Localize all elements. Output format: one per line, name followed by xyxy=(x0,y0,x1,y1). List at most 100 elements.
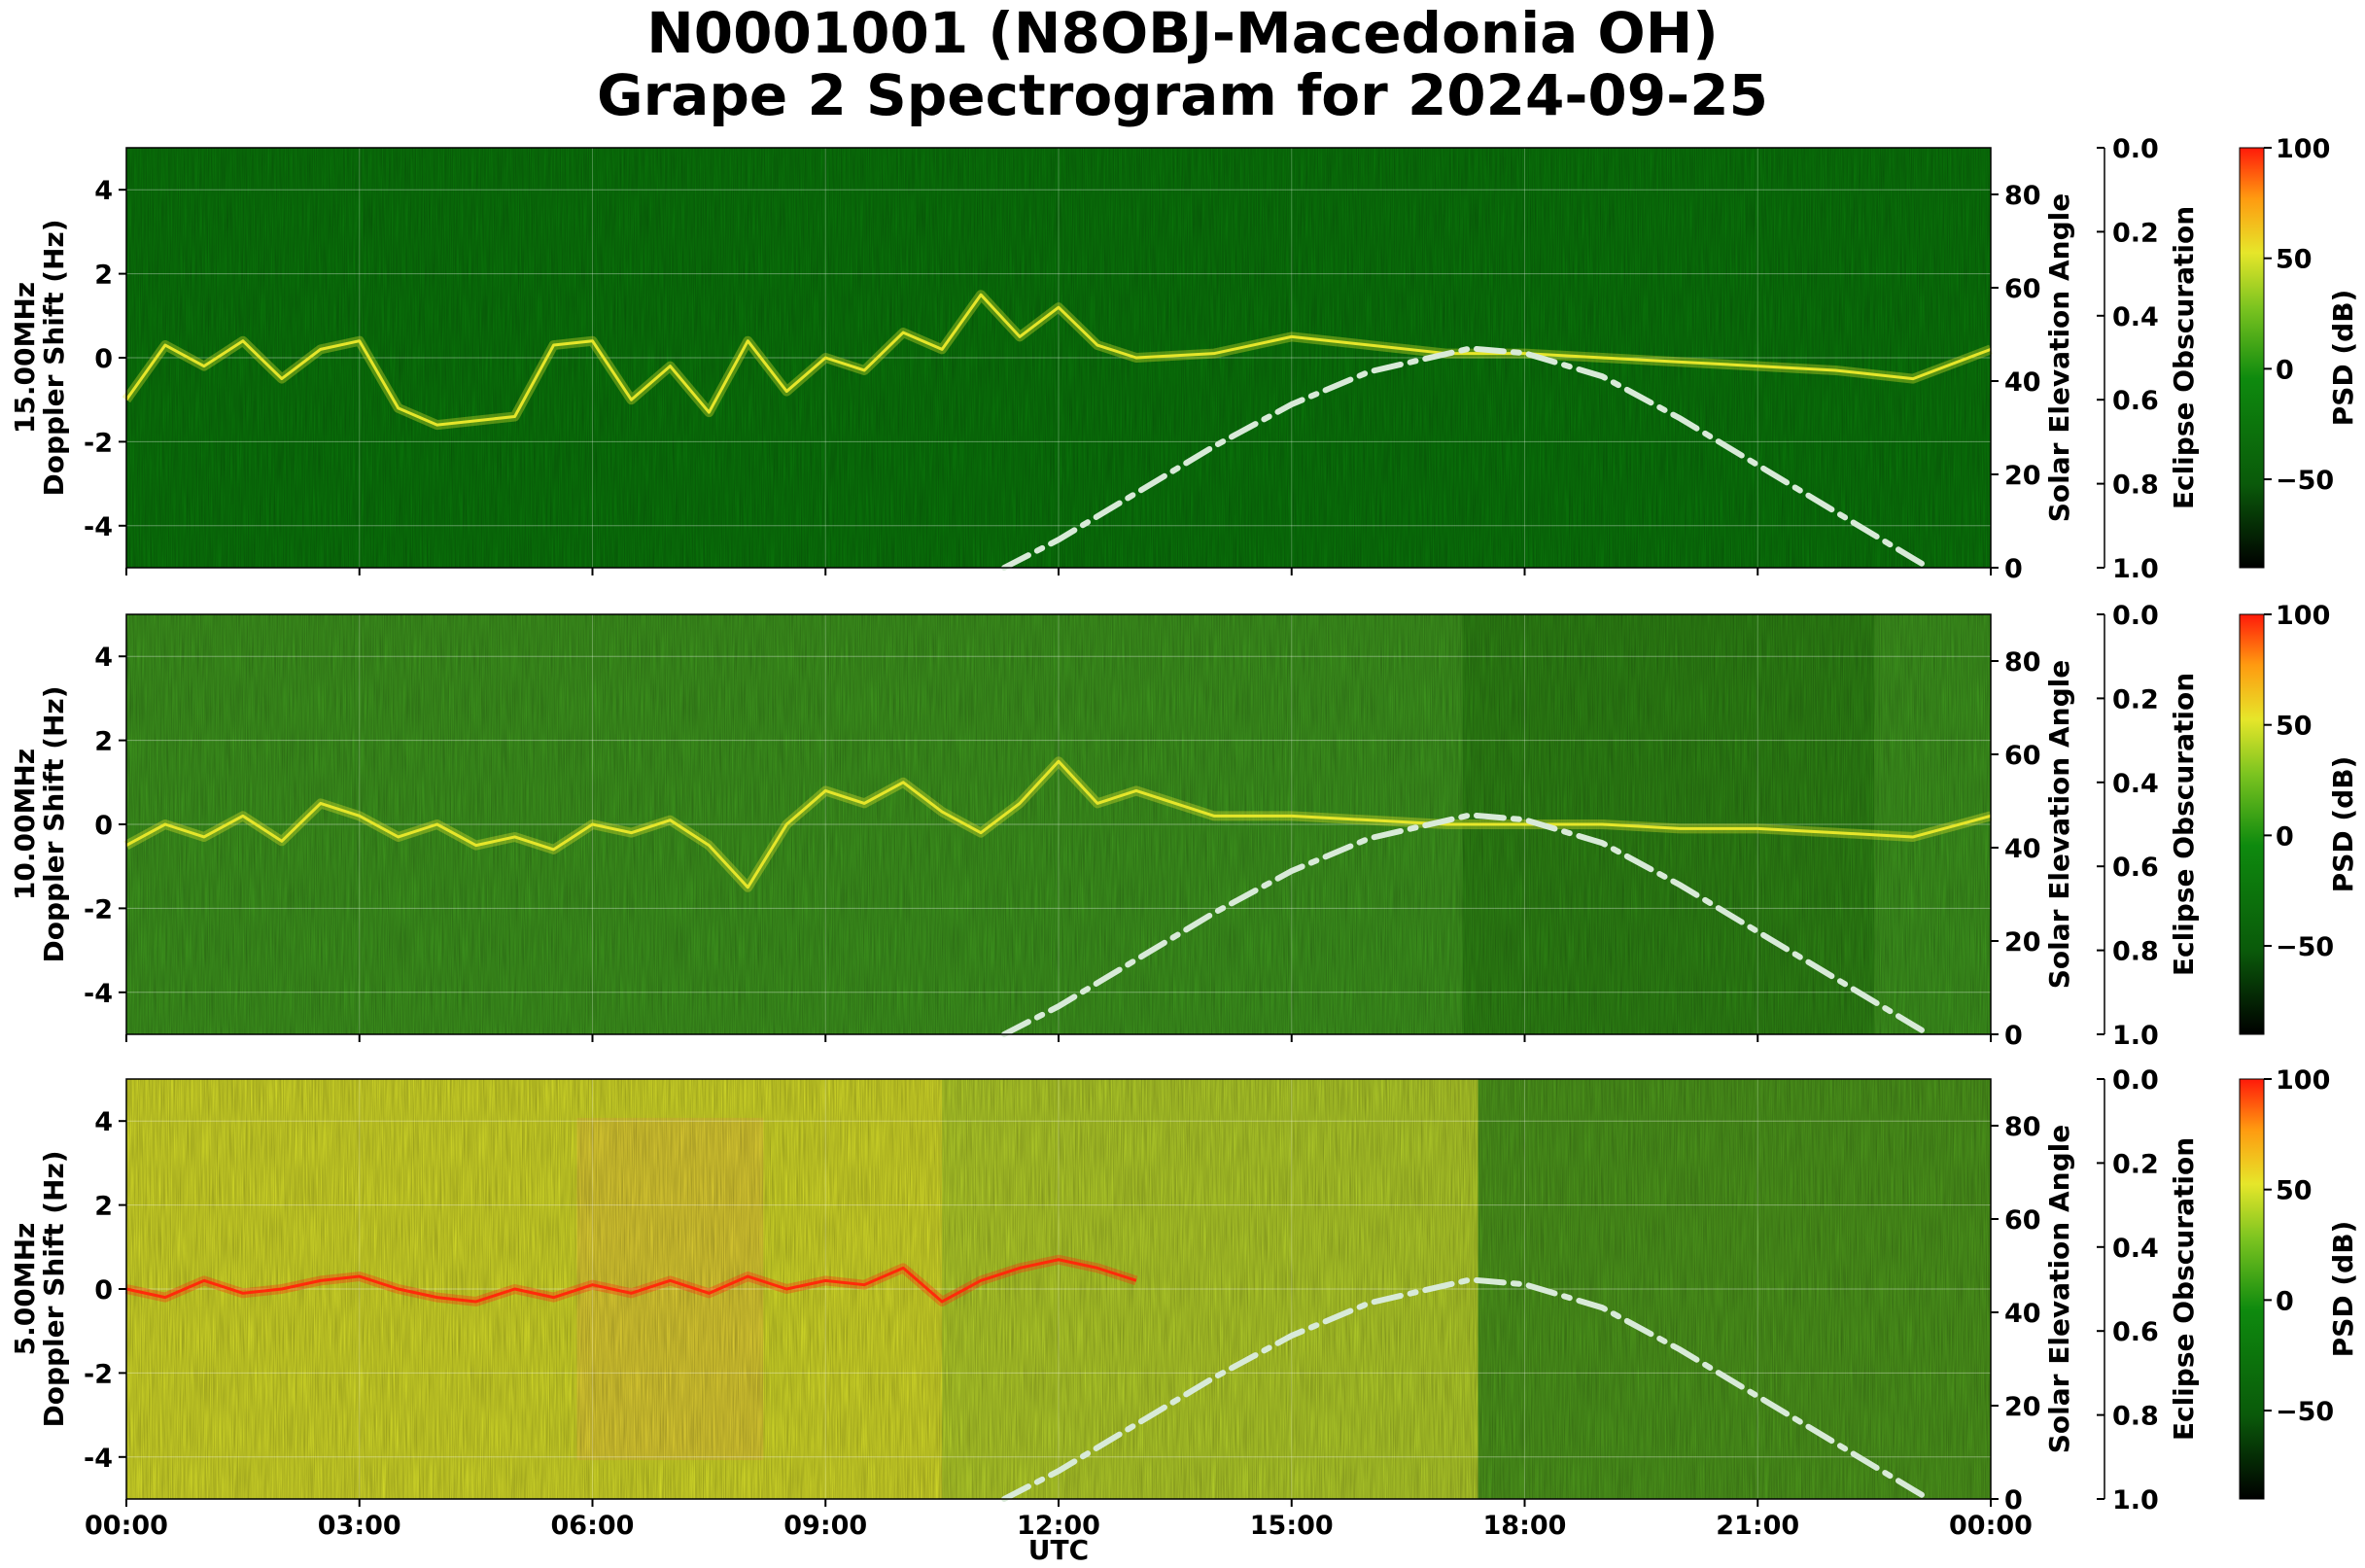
x-tick-label: 18:00 xyxy=(1483,1511,1567,1541)
y-tick-label: 0 xyxy=(94,344,113,374)
solar-tick-label: 60 xyxy=(2004,274,2041,304)
y-axis-label: Doppler Shift (Hz) xyxy=(38,1150,70,1427)
colorbar-tick-label: 0 xyxy=(2276,821,2294,852)
y-tick-label: 4 xyxy=(94,176,113,206)
solar-tick-label: 80 xyxy=(2004,181,2041,211)
eclipse-tick-label: 0.2 xyxy=(2112,218,2159,248)
eclipse-tick-label: 1.0 xyxy=(2112,1021,2159,1051)
eclipse-tick-label: 0.4 xyxy=(2112,769,2159,799)
solar-tick-label: 0 xyxy=(2004,1485,2023,1516)
solar-tick-label: 80 xyxy=(2004,1112,2041,1142)
solar-tick-label: 60 xyxy=(2004,741,2041,771)
colorbar-label: PSD (dB) xyxy=(2327,290,2359,427)
solar-axis-label: Solar Elevation Angle xyxy=(2043,193,2075,522)
eclipse-tick-label: 0.8 xyxy=(2112,937,2159,967)
y-axis-label: Doppler Shift (Hz) xyxy=(38,219,70,496)
y-tick-label: -2 xyxy=(84,1359,113,1389)
colorbar-tick-label: 100 xyxy=(2276,601,2330,631)
eclipse-tick-label: 0.2 xyxy=(2112,1149,2159,1179)
y-tick-label: -2 xyxy=(84,428,113,458)
y-axis-label-frequency: 15.00MHz xyxy=(9,282,41,434)
spectrogram-noise xyxy=(126,148,1991,568)
eclipse-axis-label: Eclipse Obscuration xyxy=(2168,673,2200,976)
eclipse-tick-label: 0.0 xyxy=(2112,601,2159,631)
solar-tick-label: 40 xyxy=(2004,834,2041,864)
colorbar xyxy=(2239,147,2265,569)
doppler-trace xyxy=(125,1258,1137,1304)
eclipse-tick-label: 0.8 xyxy=(2112,1402,2159,1432)
x-axis-label: UTC xyxy=(1028,1534,1089,1566)
x-tick-label: 06:00 xyxy=(551,1511,635,1541)
x-tick-label: 15:00 xyxy=(1250,1511,1334,1541)
y-tick-label: 4 xyxy=(94,1107,113,1137)
eclipse-axis-label: Eclipse Obscuration xyxy=(2168,1137,2200,1441)
y-tick-label: 2 xyxy=(94,727,113,757)
eclipse-axis-label: Eclipse Obscuration xyxy=(2168,206,2200,509)
solar-axis-label: Solar Elevation Angle xyxy=(2043,660,2075,989)
eclipse-tick-label: 0.6 xyxy=(2112,1317,2159,1347)
solar-tick-label: 40 xyxy=(2004,367,2041,398)
solar-tick-label: 20 xyxy=(2004,461,2041,491)
colorbar-tick-label: 100 xyxy=(2276,134,2330,164)
colorbar-tick-label: 0 xyxy=(2276,355,2294,385)
eclipse-tick-label: 0.4 xyxy=(2112,302,2159,332)
solar-tick-label: 20 xyxy=(2004,1392,2041,1422)
solar-tick-label: 40 xyxy=(2004,1299,2041,1329)
colorbar-tick-label: 50 xyxy=(2276,712,2313,742)
colorbar-tick-label: 50 xyxy=(2276,245,2313,275)
y-tick-label: 0 xyxy=(94,811,113,841)
y-tick-label: -2 xyxy=(84,894,113,924)
solar-tick-label: 80 xyxy=(2004,647,2041,678)
solar-tick-label: 0 xyxy=(2004,554,2023,584)
y-tick-label: 4 xyxy=(94,643,113,673)
y-axis-label-frequency: 5.00MHz xyxy=(9,1223,41,1356)
x-tick-label: 03:00 xyxy=(318,1511,401,1541)
y-axis-label: Doppler Shift (Hz) xyxy=(38,685,70,962)
figure-title-line1: N0001001 (N8OBJ-Macedonia OH) xyxy=(646,0,1719,66)
solar-tick-label: 0 xyxy=(2004,1021,2023,1051)
solar-axis-label: Solar Elevation Angle xyxy=(2043,1125,2075,1453)
doppler-trace xyxy=(125,759,1992,889)
eclipse-tick-label: 0.0 xyxy=(2112,1065,2159,1096)
x-tick-label: 09:00 xyxy=(783,1511,867,1541)
solar-tick-label: 20 xyxy=(2004,927,2041,958)
eclipse-tick-label: 1.0 xyxy=(2112,554,2159,584)
x-tick-label: 00:00 xyxy=(1949,1511,2033,1541)
eclipse-tick-label: 0.6 xyxy=(2112,386,2159,416)
spectrogram-noise xyxy=(126,1079,1991,1499)
colorbar-label: PSD (dB) xyxy=(2327,756,2359,893)
colorbar-label: PSD (dB) xyxy=(2327,1221,2359,1358)
solar-tick-label: 60 xyxy=(2004,1205,2041,1236)
eclipse-tick-label: 0.2 xyxy=(2112,684,2159,714)
colorbar-tick-label: 50 xyxy=(2276,1176,2313,1206)
colorbar-tick-label: −50 xyxy=(2276,1397,2334,1427)
x-tick-label: 12:00 xyxy=(1017,1511,1100,1541)
solar-elevation-curve xyxy=(1001,345,1932,571)
colorbar-tick-label: 100 xyxy=(2276,1065,2330,1096)
doppler-trace xyxy=(124,293,1992,427)
figure-title-line2: Grape 2 Spectrogram for 2024-09-25 xyxy=(597,62,1768,128)
y-tick-label: -4 xyxy=(84,979,113,1009)
colorbar-tick-label: 0 xyxy=(2276,1286,2294,1316)
colorbar-tick-label: −50 xyxy=(2276,466,2334,496)
x-tick-label: 00:00 xyxy=(85,1511,168,1541)
y-tick-label: 2 xyxy=(94,1192,113,1222)
solar-elevation-curve xyxy=(1001,812,1932,1037)
y-tick-label: -4 xyxy=(84,1444,113,1474)
eclipse-tick-label: 0.4 xyxy=(2112,1234,2159,1264)
colorbar-tick-label: −50 xyxy=(2276,932,2334,962)
eclipse-tick-label: 0.0 xyxy=(2112,134,2159,164)
eclipse-tick-label: 0.8 xyxy=(2112,470,2159,501)
x-tick-label: 21:00 xyxy=(1716,1511,1799,1541)
colorbar xyxy=(2239,1078,2265,1500)
y-axis-label-frequency: 10.00MHz xyxy=(9,749,41,900)
y-tick-label: 2 xyxy=(94,261,113,291)
colorbar xyxy=(2239,613,2265,1035)
eclipse-tick-label: 0.6 xyxy=(2112,853,2159,883)
eclipse-tick-label: 1.0 xyxy=(2112,1485,2159,1516)
